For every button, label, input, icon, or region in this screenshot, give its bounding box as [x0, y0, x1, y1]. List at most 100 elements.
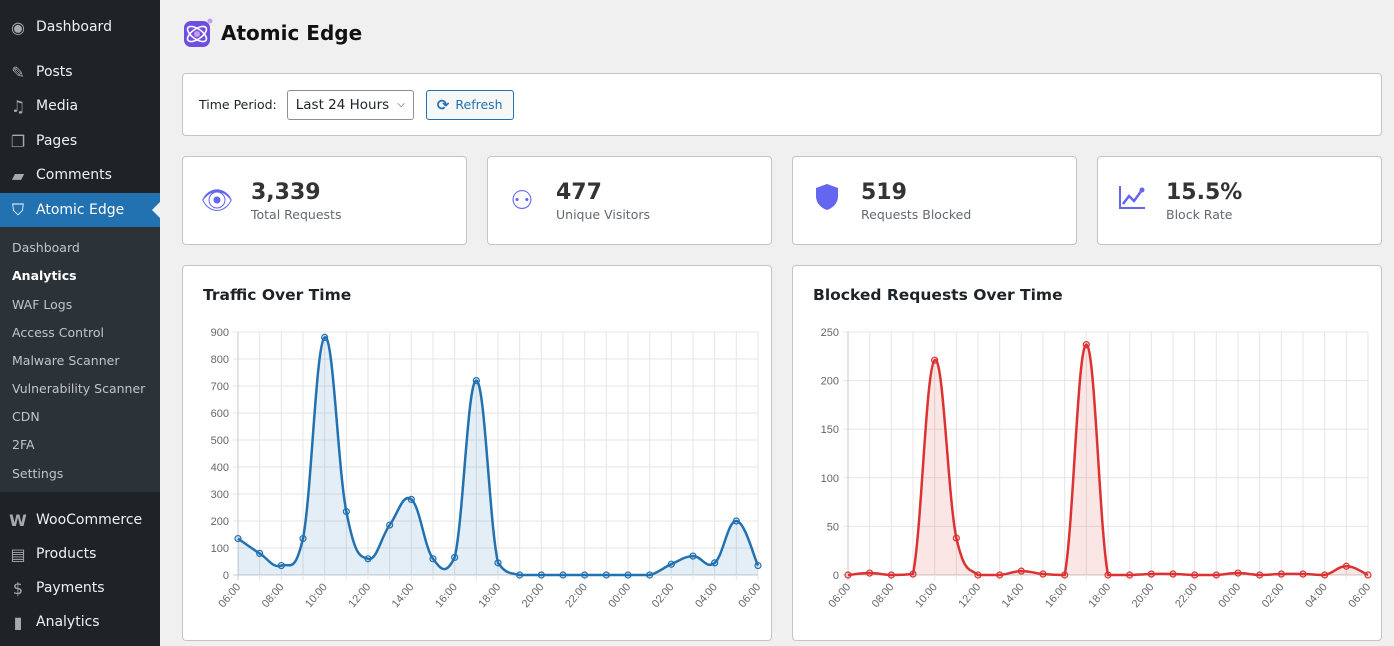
data-point — [429, 555, 437, 563]
data-point — [1061, 571, 1069, 579]
submenu-vulnerability-scanner[interactable]: Vulnerability Scanner — [12, 381, 146, 396]
pin-icon: ✎ — [11, 62, 25, 82]
x-tick-label: 08:00 — [870, 581, 897, 610]
x-tick-label: 00:00 — [1216, 581, 1243, 610]
comment-icon: ▰ — [11, 165, 25, 185]
data-point — [1104, 571, 1112, 579]
stat-unique-visitors: ⚇ 477 Unique Visitors — [487, 156, 772, 245]
app-logo: Atomic Edge — [183, 18, 362, 48]
data-point — [1212, 571, 1220, 579]
data-point — [1364, 571, 1372, 579]
submenu-2fa[interactable]: 2FA — [12, 437, 35, 452]
data-point — [342, 507, 350, 516]
menu-woocommerce[interactable]: W WooCommerce — [0, 503, 160, 537]
data-point — [974, 571, 982, 579]
submenu-dashboard[interactable]: Dashboard — [12, 240, 80, 255]
x-tick-label: 02:00 — [650, 581, 677, 610]
menu-media[interactable]: ♫ Media — [0, 89, 160, 123]
stat-block-rate: 15.5% Block Rate — [1097, 156, 1382, 245]
data-point — [689, 552, 697, 560]
stat-value: 15.5% — [1166, 179, 1243, 205]
refresh-icon: ⟳ — [436, 95, 450, 114]
time-period-label: Time Period: — [199, 97, 277, 112]
y-tick-label: 100 — [821, 473, 839, 485]
menu-label: Atomic Edge — [36, 202, 125, 218]
menu-label: Media — [36, 98, 79, 114]
stat-total-requests: 👁 3,339 Total Requests — [182, 156, 467, 245]
data-point — [1342, 562, 1350, 570]
traffic-chart: 0 100 200 300 400 500 600 700 800 900 06:00 08:00 10… — [211, 327, 763, 610]
data-point — [866, 569, 874, 577]
submenu-analytics[interactable]: Analytics — [12, 268, 77, 283]
x-tick-label: 04:00 — [693, 581, 720, 610]
submenu-settings[interactable]: Settings — [12, 466, 64, 481]
data-point — [1017, 567, 1025, 575]
menu-comments[interactable]: ▰ Comments — [0, 158, 160, 192]
y-tick-label: 900 — [211, 327, 229, 339]
menu-posts[interactable]: ✎ Posts — [0, 55, 160, 89]
x-tick-label: 20:00 — [520, 581, 547, 610]
stat-value: 3,339 — [251, 179, 321, 205]
data-point — [1039, 570, 1047, 578]
data-point — [494, 559, 502, 567]
x-tick-label: 20:00 — [1130, 581, 1157, 610]
menu-analytics[interactable]: ▮ Analytics — [0, 605, 160, 639]
x-tick-label: 22:00 — [1173, 581, 1200, 610]
time-period-select[interactable]: Last 24 Hours ⌵ — [286, 89, 414, 120]
submenu-access-control[interactable]: Access Control — [12, 325, 104, 340]
data-point — [887, 571, 895, 579]
x-tick-label: 08:00 — [260, 581, 287, 610]
x-tick-label: 18:00 — [476, 581, 503, 610]
data-point — [1082, 341, 1090, 349]
menu-products[interactable]: ▤ Products — [0, 537, 160, 571]
woo-icon: W — [9, 510, 27, 530]
data-point — [1169, 570, 1177, 578]
menu-dashboard[interactable]: ◉ Dashboard — [0, 10, 160, 44]
data-point — [537, 571, 545, 579]
x-tick-label: 06:00 — [736, 581, 763, 610]
data-point — [321, 333, 329, 341]
pages-icon: ❐ — [10, 131, 26, 151]
menu-label: Comments — [36, 167, 112, 183]
menu-label: Pages — [36, 133, 78, 149]
submenu-cdn[interactable]: CDN — [12, 409, 40, 424]
stat-label: Block Rate — [1166, 206, 1233, 222]
submenu-malware-scanner[interactable]: Malware Scanner — [12, 353, 120, 368]
menu-label: Products — [36, 546, 97, 562]
menu-pages[interactable]: ❐ Pages — [0, 124, 160, 158]
users-icon: ⚇ — [510, 185, 534, 216]
y-tick-label: 0 — [223, 570, 229, 582]
shield-icon — [793, 183, 861, 218]
data-point — [581, 571, 589, 579]
shield-icon: ⛉ — [11, 200, 24, 219]
x-tick-label: 22:00 — [563, 581, 590, 610]
data-point — [364, 555, 372, 563]
archive-icon: ▤ — [10, 544, 26, 564]
data-point — [996, 571, 1004, 579]
data-point — [952, 534, 960, 542]
stat-label: Requests Blocked — [861, 206, 972, 222]
blocked-chart: 0 50 100 150 200 250 06:00 08:00 10:00 12:00 14:00… — [821, 327, 1373, 610]
refresh-label: Refresh — [455, 97, 503, 112]
menu-payments[interactable]: $ Payments — [0, 571, 160, 605]
menu-label: Dashboard — [36, 19, 112, 35]
data-point — [256, 549, 264, 557]
submenu-waf-logs[interactable]: WAF Logs — [12, 297, 73, 312]
data-point — [909, 570, 917, 578]
data-point — [1126, 571, 1134, 579]
page-title: Atomic Edge — [221, 21, 363, 45]
menu-atomic-edge[interactable]: ⛉ Atomic Edge — [0, 193, 160, 227]
data-point — [602, 571, 610, 579]
admin-sidebar: ◉ Dashboard ✎ Posts ♫ Media ❐ Pages ▰ Comment… — [0, 0, 160, 646]
y-tick-label: 300 — [211, 489, 229, 501]
data-point — [472, 376, 480, 385]
y-tick-label: 700 — [211, 381, 229, 393]
series-line — [847, 343, 1369, 577]
eye-icon: 👁 — [200, 185, 234, 216]
chart-title: Blocked Requests Over Time — [813, 286, 1063, 304]
refresh-button[interactable]: ⟳ Refresh — [425, 89, 514, 120]
atomic-edge-submenu: Dashboard Analytics WAF Logs Access Cont… — [0, 227, 160, 492]
series-line — [237, 336, 760, 577]
data-point — [844, 571, 852, 579]
x-tick-label: 14:00 — [390, 581, 417, 610]
